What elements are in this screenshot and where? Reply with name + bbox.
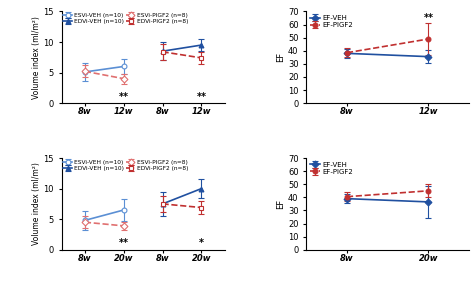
Text: **: ** (118, 238, 129, 249)
Y-axis label: EF: EF (276, 52, 285, 62)
Legend: ESVi-VEH (n=10), EDVi-VEH (n=10), ESVi-PlGF2 (n=8), EDVi-PlGF2 (n=8): ESVi-VEH (n=10), EDVi-VEH (n=10), ESVi-P… (62, 159, 190, 172)
Y-axis label: EF: EF (276, 199, 285, 209)
Y-axis label: Volume index (ml/m²): Volume index (ml/m²) (32, 16, 41, 99)
Legend: EF-VEH, EF-PlGF2: EF-VEH, EF-PlGF2 (307, 12, 356, 31)
Legend: EF-VEH, EF-PlGF2: EF-VEH, EF-PlGF2 (307, 159, 356, 177)
Text: **: ** (423, 13, 434, 23)
Legend: ESVi-VEH (n=10), EDVi-VEH (n=10), ESVi-PlGF2 (n=8), EDVi-PlGF2 (n=8): ESVi-VEH (n=10), EDVi-VEH (n=10), ESVi-P… (62, 12, 190, 26)
Text: *: * (199, 238, 204, 249)
Text: **: ** (118, 92, 129, 102)
Y-axis label: Volume index (ml/m²): Volume index (ml/m²) (32, 162, 41, 245)
Text: **: ** (196, 92, 206, 102)
